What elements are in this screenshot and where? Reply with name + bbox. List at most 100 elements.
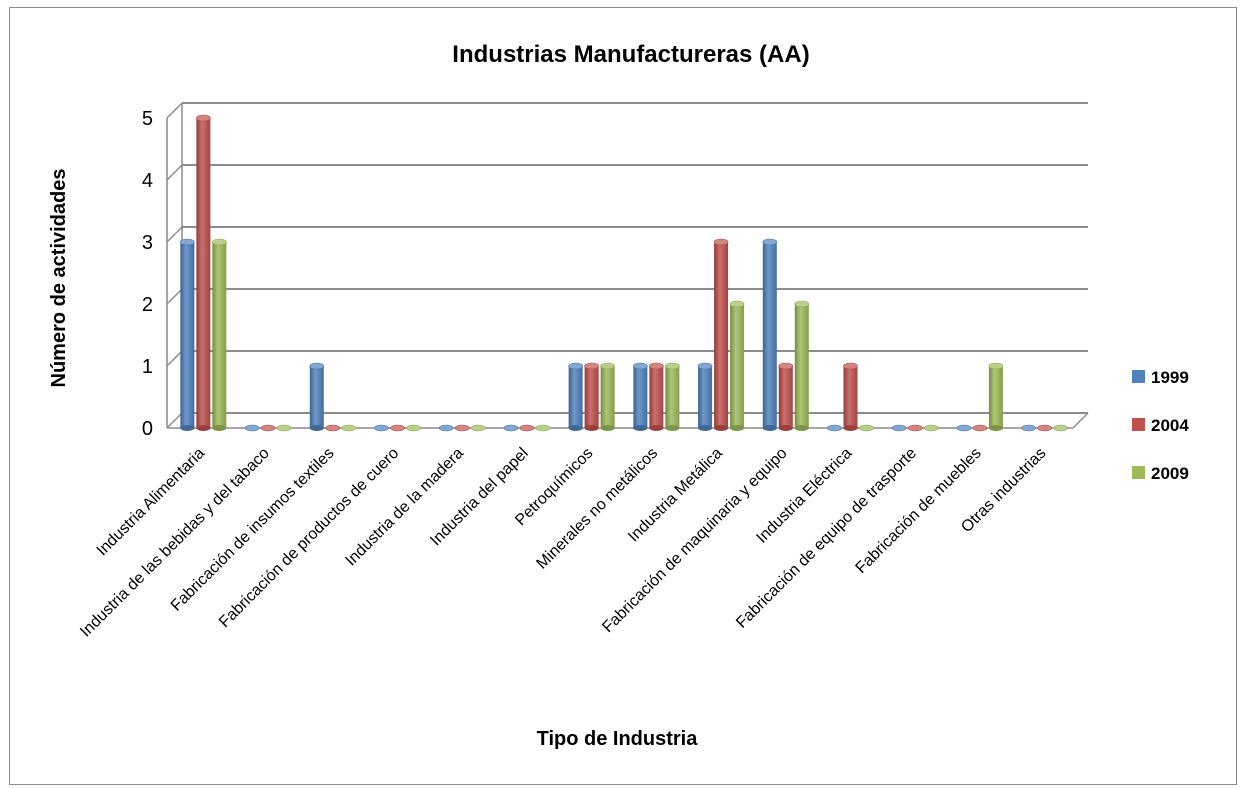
bar-cap: [196, 114, 211, 122]
y-tick-label: 2: [142, 294, 153, 316]
bar-base: [649, 425, 664, 431]
side-wall-gridline: [166, 164, 183, 181]
bar-1999: [374, 424, 389, 432]
bar-body: [633, 366, 648, 428]
bar-base: [309, 425, 324, 431]
bar-base: [762, 425, 777, 431]
bar-body: [988, 366, 1003, 428]
y-tick-label: 3: [142, 232, 153, 254]
legend-swatch-1999: [1132, 370, 1145, 383]
bar-cap: [859, 424, 874, 432]
bar-base: [988, 425, 1003, 431]
bar-cap: [535, 424, 551, 432]
bar-2004: [325, 424, 341, 432]
bar-body: [730, 304, 745, 428]
bar-1999: [633, 362, 648, 431]
bar-cap: [972, 424, 988, 432]
floor-right-edge: [1072, 412, 1089, 429]
x-tick-label: Industria de la madera: [342, 445, 467, 570]
bar-cap: [180, 238, 195, 246]
bar-2009: [1053, 424, 1068, 432]
bar-cap: [956, 424, 972, 432]
bar-body: [584, 366, 599, 428]
y-tick-label: 5: [142, 108, 153, 130]
bar-1999: [956, 424, 972, 432]
bar-base: [568, 425, 583, 431]
bar-2009: [923, 424, 939, 432]
bar-2009: [470, 424, 486, 432]
bar-2004: [260, 424, 276, 432]
bar-base: [196, 425, 211, 431]
x-axis-title: Tipo de Industria: [537, 728, 699, 750]
bar-body: [714, 242, 729, 428]
bar-cap: [309, 362, 325, 370]
legend-swatch-2004: [1132, 418, 1145, 431]
bar-cap: [503, 424, 519, 432]
bar-body: [794, 304, 809, 428]
bar-body: [778, 366, 793, 428]
bar-1999: [309, 362, 325, 431]
legend-label-2004: 2004: [1151, 416, 1189, 435]
side-wall-gridline: [166, 288, 183, 305]
side-wall-gridline: [166, 226, 183, 243]
bar-cap: [260, 424, 276, 432]
bar-cap: [454, 424, 470, 432]
bar-cap: [827, 424, 842, 432]
bar-cap: [438, 424, 454, 432]
bar-cap: [341, 424, 357, 432]
bar-cap: [907, 424, 923, 432]
bar-2004: [454, 424, 470, 432]
legend-swatch-2009: [1132, 466, 1145, 479]
bar-2004: [972, 424, 988, 432]
bar-1999: [244, 424, 260, 432]
bar-1999: [827, 424, 842, 432]
chart-svg: Industrias Manufactureras (AA) Número de…: [48, 41, 1189, 750]
y-tick-label: 0: [142, 418, 153, 440]
bar-1999: [438, 424, 454, 432]
legend-label-1999: 1999: [1151, 368, 1189, 387]
bar-layer: [180, 114, 1068, 432]
bar-body: [212, 242, 227, 428]
y-axis-title: Número de actividades: [48, 169, 70, 388]
y-tick-label: 1: [142, 356, 153, 378]
bar-base: [665, 425, 680, 431]
bar-1999: [1021, 424, 1036, 432]
bar-base: [843, 425, 858, 431]
bar-cap: [390, 424, 405, 432]
bar-body: [196, 118, 211, 428]
bar-2004: [390, 424, 405, 432]
bar-1999: [180, 238, 195, 431]
bar-body: [843, 366, 858, 428]
bar-cap: [713, 238, 729, 246]
bar-2009: [859, 424, 874, 432]
bar-cap: [600, 362, 615, 370]
bar-body: [600, 366, 615, 428]
bar-body: [698, 366, 713, 428]
chart-title: Industrias Manufactureras (AA): [452, 41, 809, 68]
bar-2004: [519, 424, 535, 432]
side-wall-gridline: [166, 102, 183, 119]
bar-cap: [374, 424, 389, 432]
bar-base: [698, 425, 713, 431]
legend-label-2009: 2009: [1151, 464, 1189, 483]
bar-body: [180, 242, 195, 428]
bar-cap: [633, 362, 648, 370]
bar-cap: [729, 300, 745, 308]
bar-cap: [1037, 424, 1052, 432]
bar-body: [762, 242, 777, 428]
bar-2009: [276, 424, 292, 432]
bar-cap: [212, 238, 227, 246]
bar-cap: [470, 424, 486, 432]
bar-body: [649, 366, 664, 428]
bar-1999: [762, 238, 778, 431]
y-tick-label: 4: [142, 170, 153, 192]
bar-2009: [212, 238, 227, 431]
chart-frame: Industrias Manufactureras (AA) Número de…: [9, 7, 1237, 785]
x-tick-label: Fabricación de muebles: [853, 445, 985, 577]
bar-2009: [729, 300, 745, 431]
bar-cap: [762, 238, 778, 246]
bar-cap: [665, 362, 680, 370]
bar-cap: [406, 424, 421, 432]
bar-cap: [1053, 424, 1068, 432]
bar-2004: [843, 362, 858, 431]
